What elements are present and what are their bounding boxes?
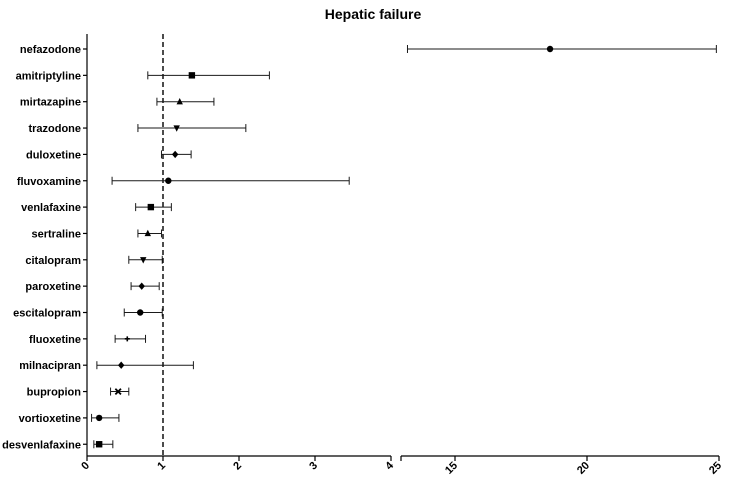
point-estimate-triangle-up bbox=[144, 229, 151, 237]
drug-label: desvenlafaxine bbox=[2, 439, 81, 451]
drug-label: sertraline bbox=[31, 228, 81, 240]
drug-label: vortioxetine bbox=[19, 413, 81, 425]
point-estimates bbox=[95, 45, 554, 448]
point-estimate-circle bbox=[137, 309, 144, 316]
drug-label: fluoxetine bbox=[29, 334, 81, 346]
point-estimate-square bbox=[95, 441, 103, 448]
point-estimate-cross bbox=[114, 388, 122, 395]
chart-title: Hepatic failure bbox=[325, 6, 422, 22]
drug-label: citalopram bbox=[25, 255, 81, 267]
x-tick-label: 3 bbox=[307, 460, 320, 473]
x-tick-label: 15 bbox=[443, 460, 460, 477]
drug-label: fluvoxamine bbox=[17, 176, 81, 188]
x-tick-label: 0 bbox=[79, 460, 92, 473]
drug-labels: nefazodone amitriptyline mirtazapine trazod… bbox=[2, 44, 87, 451]
drug-label: bupropion bbox=[27, 387, 82, 399]
point-estimate-circle bbox=[165, 177, 172, 184]
drug-label: escitalopram bbox=[13, 308, 81, 320]
point-estimate-plus bbox=[124, 336, 130, 342]
point-estimate-triangle-down bbox=[173, 125, 180, 132]
x-tick-label: 4 bbox=[383, 459, 396, 472]
point-estimate-square bbox=[188, 72, 196, 79]
point-estimate-diamond bbox=[138, 282, 145, 290]
x-tick-label: 20 bbox=[575, 460, 592, 477]
drug-label: nefazodone bbox=[20, 44, 81, 56]
drug-label: mirtazapine bbox=[20, 97, 81, 109]
x-tick-label: 25 bbox=[707, 460, 724, 477]
x-tick-label: 1 bbox=[155, 460, 168, 473]
point-estimate-circle bbox=[95, 414, 103, 422]
point-estimate-circle bbox=[546, 45, 554, 53]
x-tick-label: 2 bbox=[231, 460, 244, 473]
x-axis-ticks: 0 1 2 3 4 15 20 25 bbox=[79, 456, 724, 477]
point-estimate-diamond bbox=[118, 361, 125, 369]
drug-label: amitriptyline bbox=[16, 70, 81, 82]
drug-label: trazodone bbox=[28, 123, 81, 135]
drug-label: venlafaxine bbox=[21, 202, 81, 214]
point-estimate-square bbox=[147, 203, 155, 211]
drug-label: milnacipran bbox=[19, 360, 81, 372]
point-estimate-triangle-up bbox=[176, 98, 183, 105]
point-estimate-triangle-down bbox=[140, 257, 147, 264]
point-estimate-diamond bbox=[171, 150, 179, 159]
drug-label: duloxetine bbox=[26, 149, 81, 161]
drug-label: paroxetine bbox=[25, 281, 81, 293]
error-bars bbox=[91, 45, 717, 449]
